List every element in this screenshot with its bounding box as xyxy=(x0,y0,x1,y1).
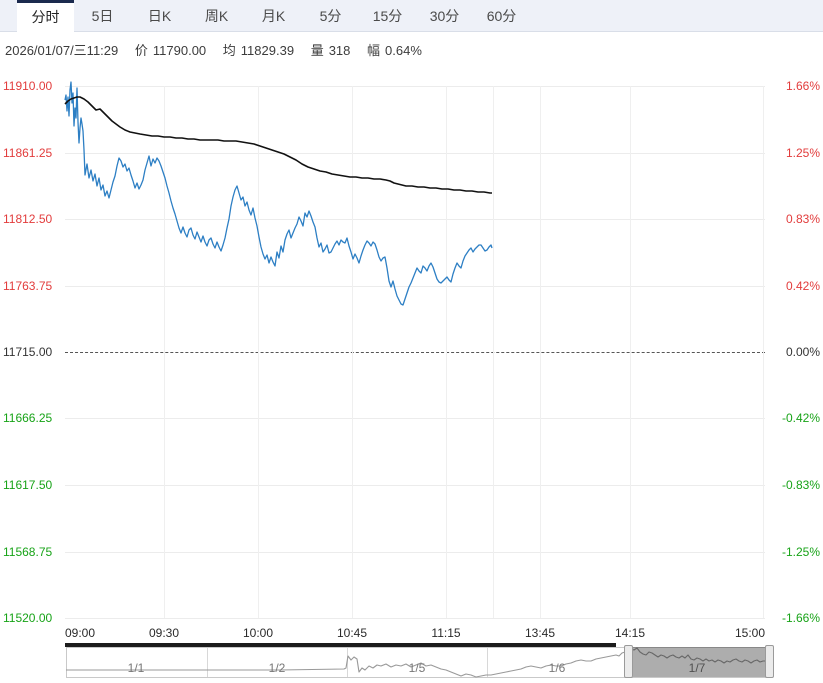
gridline-h xyxy=(65,153,765,154)
left-axis-tick: 11520.00 xyxy=(3,611,53,625)
right-axis-tick: -1.66% xyxy=(781,611,820,625)
tab-daily-k[interactable]: 日K xyxy=(147,8,172,24)
left-axis-tick: 11812.50 xyxy=(3,212,53,226)
volume-group: 量 318 xyxy=(311,43,351,58)
tab-15min[interactable]: 15分 xyxy=(372,8,403,24)
gridline-v xyxy=(164,86,165,618)
navigator-section-label[interactable]: 1/2 xyxy=(268,661,286,675)
gridline-v xyxy=(446,86,447,618)
gridline-v xyxy=(258,86,259,618)
right-axis-tick: 0.83% xyxy=(785,212,820,226)
x-axis-tick: 10:45 xyxy=(336,626,368,640)
range-value: 0.64% xyxy=(385,43,422,58)
left-axis-tick: 11715.00 xyxy=(3,345,53,359)
volume-label: 量 xyxy=(310,43,324,58)
right-axis-tick: -1.25% xyxy=(781,545,820,559)
tab-60min[interactable]: 60分 xyxy=(486,8,517,24)
gridline-h xyxy=(65,286,765,287)
x-axis-tick: 13:45 xyxy=(524,626,556,640)
quote-datetime: 2026/01/07/三11:29 xyxy=(5,43,119,58)
navigator-divider xyxy=(347,648,348,677)
right-axis-tick: 1.25% xyxy=(785,146,820,160)
price-group: 价 11790.00 xyxy=(135,43,206,58)
volume-value: 318 xyxy=(328,43,351,58)
left-axis-tick: 11666.25 xyxy=(3,411,53,425)
avg-label: 均 xyxy=(222,43,236,58)
navigator-divider xyxy=(207,648,208,677)
tab-weekly-k[interactable]: 周K xyxy=(204,8,229,24)
right-axis-tick: -0.83% xyxy=(781,478,820,492)
right-axis-tick: 0.00% xyxy=(785,345,820,359)
tab-5day[interactable]: 5日 xyxy=(91,8,114,24)
price-value: 11790.00 xyxy=(152,43,207,58)
navigator-divider xyxy=(487,648,488,677)
avg-line xyxy=(64,96,492,194)
price-label: 价 xyxy=(134,43,148,58)
left-axis-tick: 11910.00 xyxy=(3,79,53,93)
x-axis-tick: 11:15 xyxy=(431,626,461,640)
x-axis-tick: 09:30 xyxy=(148,626,180,640)
gridline-v xyxy=(540,86,541,618)
navigator-section-label[interactable]: 1/5 xyxy=(408,661,426,675)
avg-value: 11829.39 xyxy=(240,43,295,58)
gridline-v xyxy=(352,86,353,618)
tab-5min[interactable]: 5分 xyxy=(319,8,342,24)
tab-monthly-k[interactable]: 月K xyxy=(261,8,286,24)
navigator-selection[interactable] xyxy=(633,647,766,677)
left-axis-tick: 11861.25 xyxy=(3,146,53,160)
right-axis-tick: -0.42% xyxy=(781,411,820,425)
gridline-h xyxy=(65,219,765,220)
navigator-section-label[interactable]: 1/1 xyxy=(127,661,145,675)
gridline-h xyxy=(65,552,765,553)
range-label: 幅 xyxy=(367,43,381,58)
gridline-h xyxy=(65,418,765,419)
tab-30min[interactable]: 30分 xyxy=(429,8,460,24)
navigator-right-handle[interactable] xyxy=(765,645,774,678)
gridline-v xyxy=(630,86,631,618)
gridline-v xyxy=(763,86,764,618)
x-axis-tick: 15:00 xyxy=(734,626,765,640)
gridline-h xyxy=(65,618,765,619)
navigator-left-handle[interactable] xyxy=(624,645,633,678)
right-axis-tick: 1.66% xyxy=(785,79,820,93)
baseline-dashed-line xyxy=(65,352,765,353)
left-axis-tick: 11568.75 xyxy=(3,545,53,559)
right-axis-tick: 0.42% xyxy=(785,279,820,293)
x-axis-tick: 09:00 xyxy=(65,626,96,640)
left-axis-tick: 11617.50 xyxy=(3,478,53,492)
range-group: 幅 0.64% xyxy=(367,43,422,58)
gridline-h xyxy=(65,86,765,87)
gridline-h xyxy=(65,485,765,486)
navigator-section-label[interactable]: 1/6 xyxy=(548,661,566,675)
tab-intraday[interactable]: 分时 xyxy=(17,0,74,33)
price-line xyxy=(64,81,493,306)
left-axis-tick: 11763.75 xyxy=(3,279,53,293)
x-axis-line xyxy=(65,643,616,647)
gridline-v xyxy=(493,86,494,618)
avg-group: 均 11829.39 xyxy=(223,43,294,58)
x-axis-tick: 10:00 xyxy=(242,626,274,640)
period-tabbar: 分时 5日 日K 周K 月K 5分 15分 30分 60分 xyxy=(0,0,823,33)
x-axis-tick: 14:15 xyxy=(614,626,646,640)
